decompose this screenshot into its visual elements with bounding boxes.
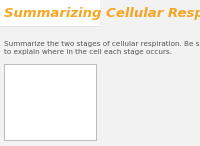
FancyBboxPatch shape — [0, 0, 100, 26]
Text: Summarize the two stages of cellular respiration. Be sure
to explain where in th: Summarize the two stages of cellular res… — [4, 41, 200, 55]
Text: Summarizing Cellular Respiration: Summarizing Cellular Respiration — [4, 7, 200, 20]
FancyBboxPatch shape — [4, 64, 96, 140]
